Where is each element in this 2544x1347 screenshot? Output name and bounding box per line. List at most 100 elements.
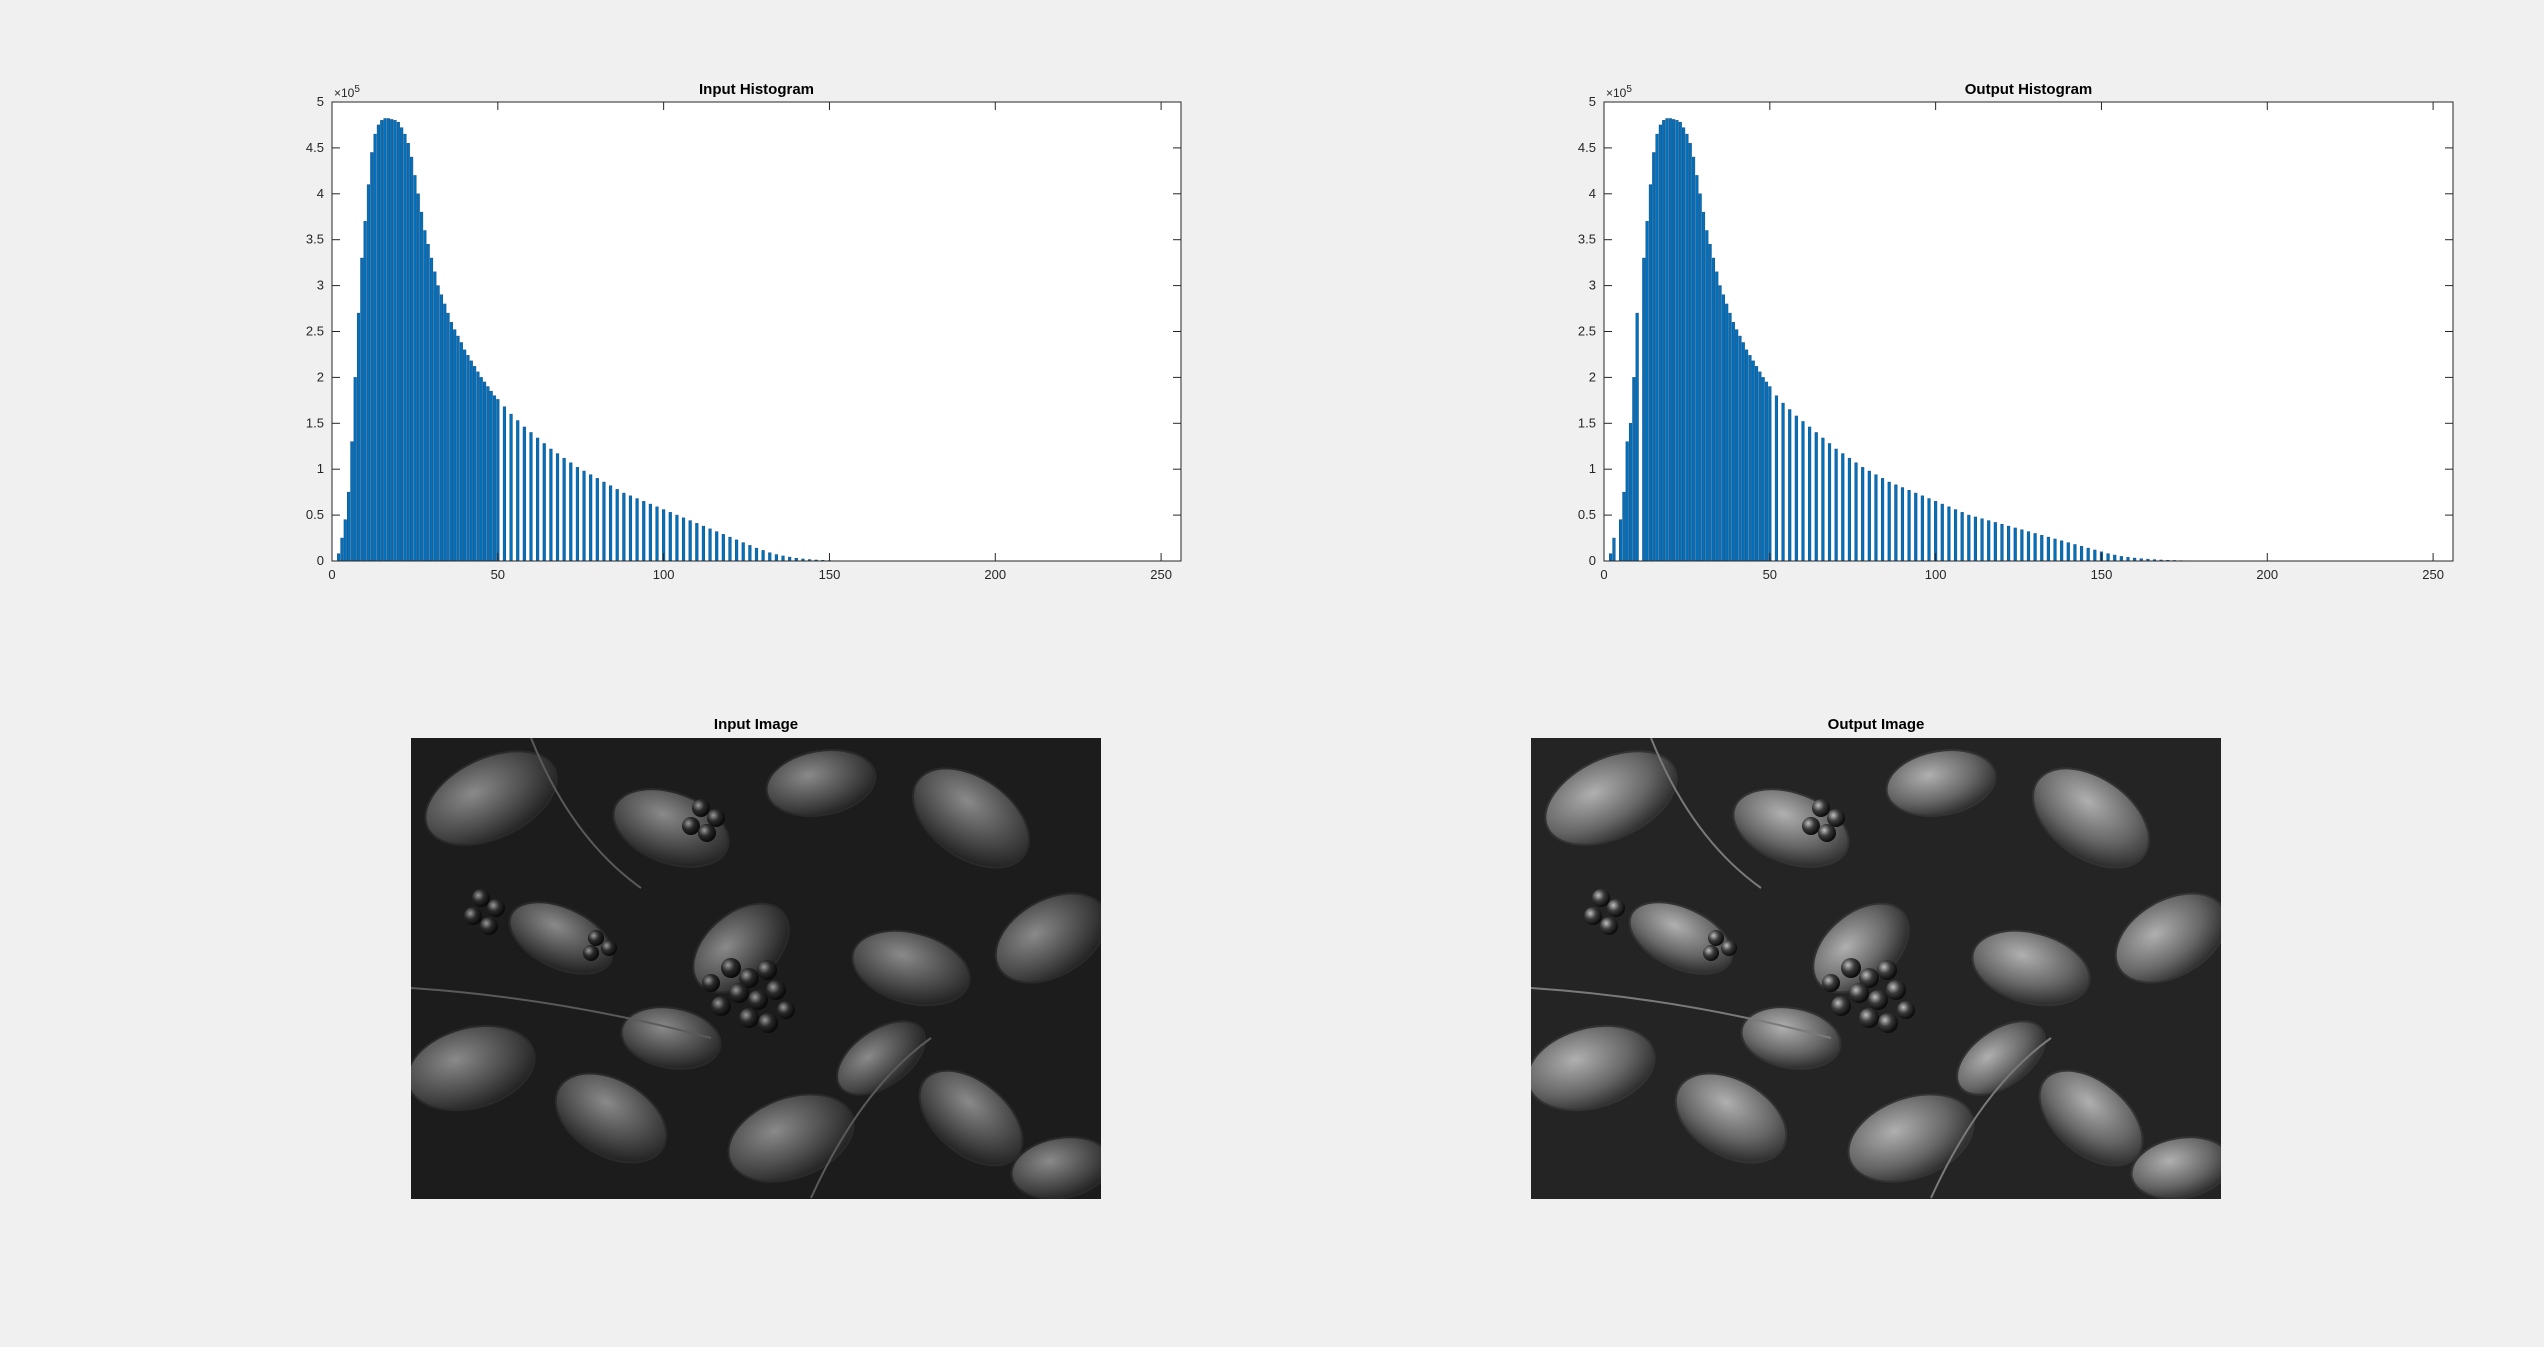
0-bar [396, 121, 400, 562]
0-bar [383, 118, 387, 562]
1-bar [1731, 322, 1735, 562]
1-bar [1827, 443, 1832, 562]
1-bar [1718, 285, 1722, 562]
1-bar [1854, 462, 1858, 562]
1-bar [1967, 514, 1971, 562]
0-bar [741, 542, 745, 562]
0-bar [655, 506, 659, 562]
output-image [1531, 738, 2221, 1199]
0-bar [390, 119, 394, 562]
1-bar [1907, 490, 1911, 562]
1-bar [2113, 554, 2117, 562]
1-bar [1764, 381, 1769, 562]
1-bar [1748, 355, 1752, 562]
0-title: Input Histogram [699, 81, 814, 98]
0-bar [582, 470, 586, 562]
0-bar [628, 495, 633, 562]
1-bar [1980, 518, 1984, 562]
0-bar [615, 489, 619, 562]
foliage-photo-input [411, 738, 1101, 1199]
1-bar [1758, 371, 1762, 562]
input-image-title: Input Image [713, 716, 799, 733]
1-bar [1847, 457, 1851, 562]
0-bar [668, 512, 672, 562]
1-bar [2033, 533, 2037, 562]
1-bar [1861, 467, 1865, 562]
0-bar [347, 491, 351, 562]
0-bar [502, 406, 507, 562]
0-bar [482, 381, 487, 562]
0-ytick-label: 5 [317, 94, 324, 109]
1-bar [1927, 498, 1931, 562]
1-bar [2119, 556, 2123, 562]
1-ytick-label: 4 [1589, 186, 1596, 201]
1-bar [1814, 432, 1818, 562]
0-bar [774, 554, 778, 562]
1-bar [1781, 402, 1785, 562]
1-bar [1920, 495, 1924, 562]
0-ytick-label: 2.5 [306, 324, 324, 339]
1-bar [1622, 491, 1626, 562]
0-bar [446, 312, 450, 562]
1-bar [2020, 529, 2024, 562]
1-bar [1894, 484, 1898, 562]
1-bar [1721, 294, 1725, 562]
1-bar [1662, 120, 1666, 562]
0-ytick-label: 0.5 [306, 507, 324, 522]
0-bar [350, 441, 354, 562]
0-bar [721, 534, 725, 562]
0-bar [496, 399, 500, 562]
0-bar [489, 390, 493, 562]
0-bar [453, 329, 457, 562]
1-bar [1735, 329, 1739, 562]
0-bar [459, 342, 463, 562]
1-bar [1609, 553, 1613, 562]
0-bar [466, 355, 470, 562]
0-bar [433, 271, 437, 562]
1-ytick-label: 4.5 [1578, 140, 1596, 155]
1-bar [1794, 415, 1798, 562]
1-ytick-label: 2 [1589, 369, 1596, 384]
1-bar [1841, 453, 1845, 562]
0-bar [635, 498, 639, 562]
0-ytick-label: 4.5 [306, 140, 324, 155]
1-bar [1960, 512, 1964, 562]
1-bar [1701, 211, 1706, 562]
0-bar [569, 462, 573, 562]
0-bar [761, 550, 765, 562]
1-bar [1754, 366, 1759, 562]
1-bar [1711, 257, 1716, 562]
0-ytick-label: 4 [317, 186, 324, 201]
0-bar [473, 366, 477, 562]
0-bar [403, 133, 407, 562]
0-bar [479, 377, 483, 562]
0-bar [340, 537, 344, 562]
1-bar [1914, 492, 1918, 562]
0-bar [549, 448, 553, 562]
1-bar [2013, 527, 2017, 562]
1-ytick-label: 3.5 [1578, 232, 1596, 247]
1-bar [2007, 525, 2011, 562]
0-ytick-label: 3 [317, 278, 324, 293]
0-bar [522, 426, 526, 562]
0-bar [373, 133, 377, 562]
0-bar [609, 485, 613, 562]
1-bar [1675, 120, 1679, 562]
1-bar [2000, 524, 2004, 562]
1-bar [1751, 360, 1755, 562]
1-bar [1725, 303, 1729, 562]
1-bar [2060, 540, 2064, 562]
0-bar [429, 257, 434, 562]
0-bar [529, 432, 533, 562]
1-ytick-label: 2.5 [1578, 324, 1596, 339]
1-bar [2106, 553, 2110, 562]
output-histogram-axes: 0 50 100 150 200 250 0 0.5 1 1.5 2 2.5 3 3.5 4 4.5 5 ×105… [1578, 81, 2454, 582]
1-bar [1801, 421, 1805, 562]
1-bar [1973, 516, 1978, 562]
1-ytick-label: 1 [1589, 461, 1596, 476]
1-bar [1741, 342, 1745, 562]
0-bar [449, 322, 453, 562]
1-bar [1834, 448, 1838, 562]
0-xtick-label: 100 [653, 567, 675, 582]
